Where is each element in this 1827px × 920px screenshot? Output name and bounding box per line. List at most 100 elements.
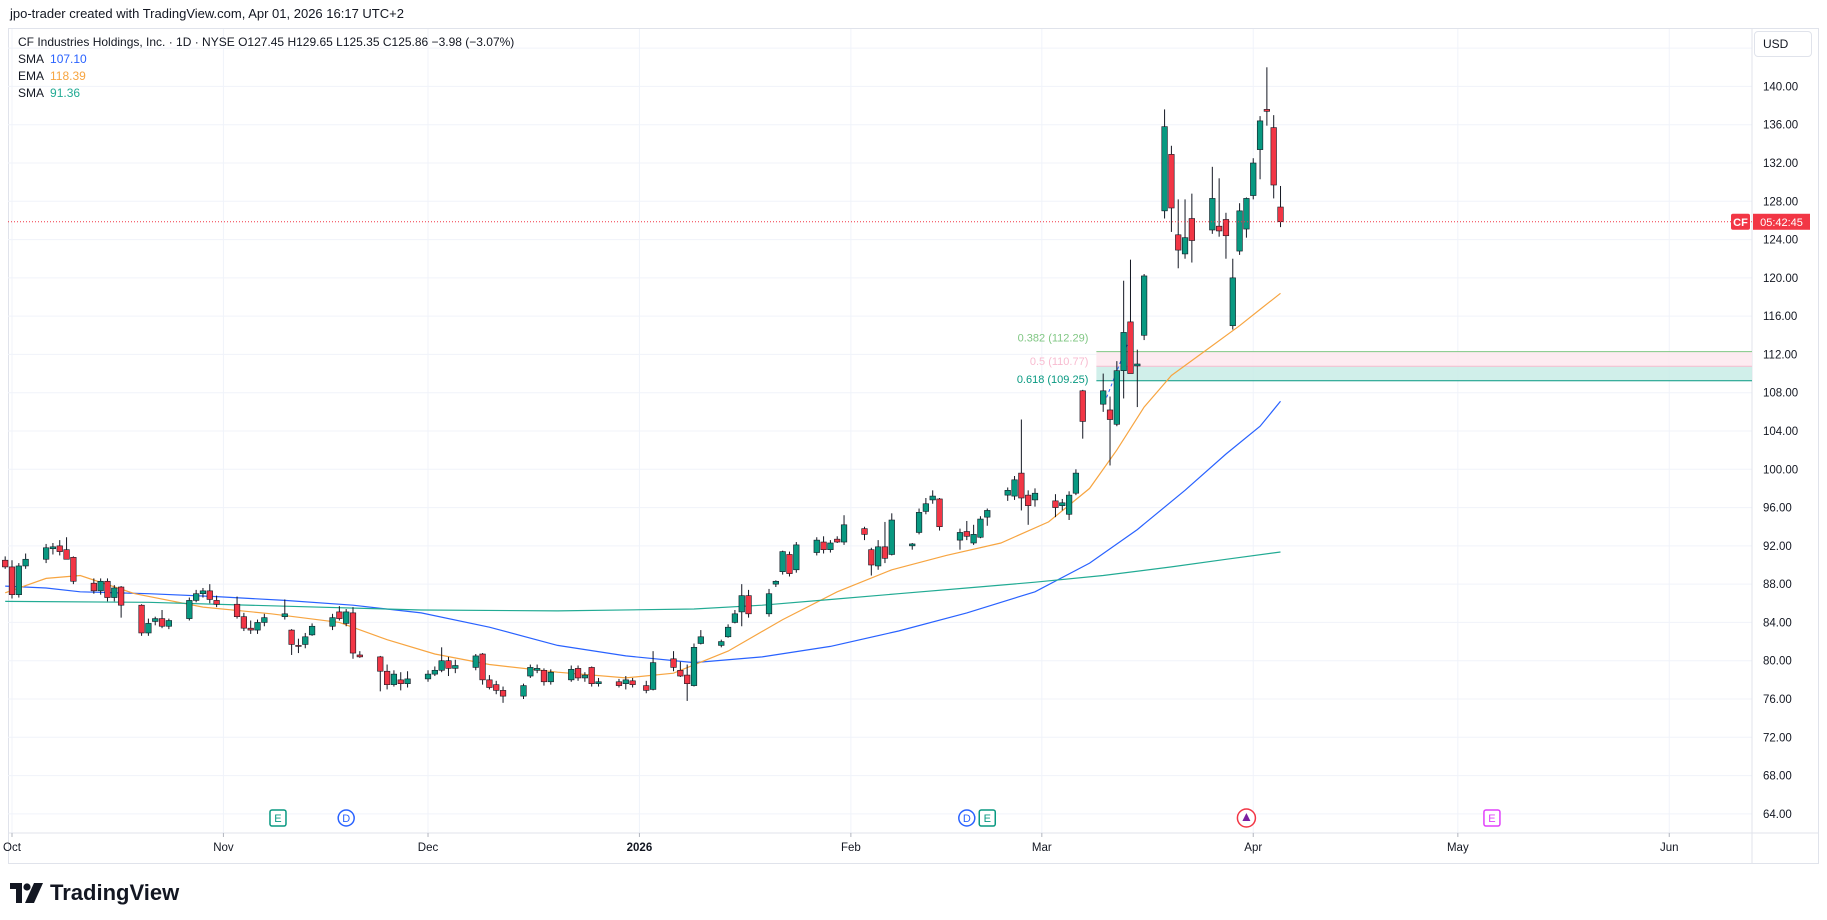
- indicator-sma-slow[interactable]: SMA 107.10: [18, 51, 514, 68]
- candle-body[interactable]: [281, 613, 288, 617]
- candle-body[interactable]: [765, 593, 773, 615]
- candle-body[interactable]: [1127, 321, 1134, 374]
- candle-body[interactable]: [643, 685, 650, 691]
- candle-body[interactable]: [1161, 126, 1168, 212]
- candle-body[interactable]: [909, 543, 916, 547]
- candle-body[interactable]: [42, 547, 50, 560]
- candle-body[interactable]: [1100, 390, 1107, 405]
- candle-body[interactable]: [922, 503, 929, 512]
- candle-body[interactable]: [670, 658, 677, 668]
- candle-body[interactable]: [452, 665, 459, 669]
- dividend-event-marker[interactable]: [337, 809, 355, 827]
- candle-body[interactable]: [540, 669, 548, 683]
- indicator-sma-long[interactable]: SMA 91.36: [18, 85, 514, 102]
- candle-body[interactable]: [840, 524, 848, 543]
- candle-body[interactable]: [1066, 494, 1073, 515]
- candle-body[interactable]: [118, 586, 125, 606]
- candle-body[interactable]: [438, 660, 445, 671]
- candle-body[interactable]: [970, 534, 977, 544]
- indicator-ema[interactable]: EMA 118.39: [18, 68, 514, 85]
- candle-body[interactable]: [690, 647, 698, 686]
- candle-body[interactable]: [424, 673, 432, 680]
- candle-body[interactable]: [22, 558, 29, 567]
- candle-body[interactable]: [547, 671, 554, 683]
- candle-body[interactable]: [1229, 277, 1236, 327]
- candle-body[interactable]: [588, 667, 595, 684]
- candle-body[interactable]: [793, 544, 800, 571]
- candle-body[interactable]: [1236, 210, 1243, 252]
- candle-body[interactable]: [731, 613, 739, 623]
- candle-body[interactable]: [834, 538, 841, 543]
- candle-body[interactable]: [936, 498, 943, 528]
- candle-body[interactable]: [1181, 237, 1189, 255]
- candle-body[interactable]: [1141, 275, 1148, 336]
- candle-body[interactable]: [1106, 409, 1114, 420]
- candle-body[interactable]: [499, 690, 507, 697]
- candle-body[interactable]: [1175, 234, 1182, 251]
- candle-body[interactable]: [827, 542, 834, 550]
- candle-body[interactable]: [629, 680, 636, 685]
- candle-body[interactable]: [356, 654, 363, 658]
- candle-body[interactable]: [390, 673, 398, 685]
- candle-body[interactable]: [738, 595, 745, 613]
- candle-body[interactable]: [984, 510, 991, 518]
- candle-body[interactable]: [90, 582, 97, 592]
- candle-body[interactable]: [56, 545, 63, 552]
- candle-body[interactable]: [520, 685, 527, 697]
- candle-body[interactable]: [445, 660, 452, 669]
- candle-body[interactable]: [779, 551, 786, 572]
- candle-body[interactable]: [1031, 492, 1039, 501]
- tradingview-logo[interactable]: TradingView: [10, 880, 179, 906]
- candle-body[interactable]: [929, 495, 936, 501]
- earnings-event-marker[interactable]: [978, 809, 997, 827]
- candle-body[interactable]: [1113, 370, 1120, 425]
- candle-body[interactable]: [206, 590, 213, 600]
- candle-body[interactable]: [397, 679, 404, 684]
- candle-body[interactable]: [697, 636, 704, 644]
- candle-body[interactable]: [568, 669, 575, 681]
- candle-body[interactable]: [888, 519, 895, 555]
- candle-body[interactable]: [813, 539, 820, 553]
- candle-body[interactable]: [622, 679, 629, 684]
- candle-body[interactable]: [786, 554, 793, 574]
- candle-body[interactable]: [138, 604, 145, 634]
- candle-body[interactable]: [49, 546, 57, 550]
- candle-body[interactable]: [1018, 472, 1025, 499]
- candle-body[interactable]: [745, 595, 752, 615]
- candle-body[interactable]: [595, 681, 602, 684]
- candle-body[interactable]: [288, 629, 295, 645]
- candle-body[interactable]: [861, 528, 868, 535]
- candle-body[interactable]: [820, 541, 827, 550]
- candle-body[interactable]: [302, 636, 309, 645]
- candle-body[interactable]: [881, 546, 889, 559]
- candle-body[interactable]: [718, 641, 725, 646]
- candle-body[interactable]: [1250, 162, 1257, 196]
- candle-body[interactable]: [165, 620, 172, 627]
- ma-line-ema[interactable]: [5, 292, 1281, 679]
- candle-body[interactable]: [684, 674, 691, 684]
- candle-body[interactable]: [1277, 206, 1284, 223]
- candle-body[interactable]: [1216, 225, 1223, 232]
- candle-body[interactable]: [97, 580, 104, 592]
- candle-body[interactable]: [1243, 198, 1250, 230]
- earnings-event-marker[interactable]: [1483, 809, 1501, 827]
- candle-body[interactable]: [404, 678, 411, 684]
- candle-body[interactable]: [1011, 479, 1018, 497]
- candle-body[interactable]: [1120, 332, 1127, 371]
- candle-body[interactable]: [1059, 502, 1066, 506]
- candle-body[interactable]: [963, 531, 970, 537]
- candle-body[interactable]: [1263, 109, 1270, 112]
- candle-body[interactable]: [431, 669, 438, 675]
- candle-body[interactable]: [479, 653, 486, 681]
- candle-body[interactable]: [493, 684, 500, 691]
- candle-body[interactable]: [875, 546, 882, 567]
- candle-body[interactable]: [193, 593, 200, 601]
- candle-body[interactable]: [574, 668, 582, 679]
- candle-body[interactable]: [1209, 198, 1216, 231]
- candle-body[interactable]: [199, 590, 207, 595]
- candle-body[interactable]: [1079, 390, 1086, 422]
- candle-body[interactable]: [649, 662, 657, 690]
- candle-body[interactable]: [2, 559, 9, 568]
- candle-body[interactable]: [152, 618, 159, 622]
- candle-body[interactable]: [336, 611, 343, 619]
